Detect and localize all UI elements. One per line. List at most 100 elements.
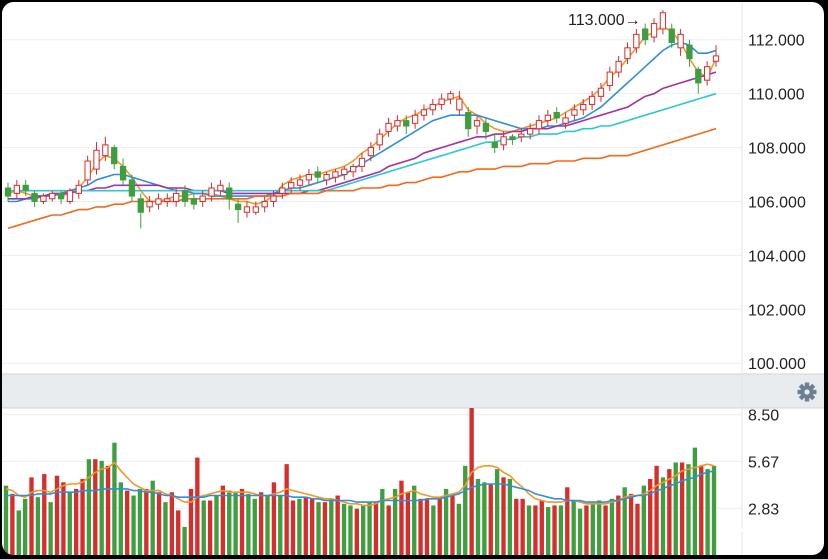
candle-body xyxy=(164,198,171,202)
volume-tick-label: 8.50 xyxy=(748,408,779,425)
volume-bar xyxy=(105,465,111,555)
candle-body xyxy=(580,103,587,111)
fish-logo xyxy=(723,527,764,541)
candlestick xyxy=(31,190,38,207)
candlestick xyxy=(75,179,82,199)
volume-average-lines xyxy=(5,461,715,507)
price-tick-label: 100.000 xyxy=(748,356,806,373)
candlestick xyxy=(456,90,463,116)
volume-bar xyxy=(424,498,430,555)
price-y-axis: 112.000 110.000 108.000 106.000 104.000 102.0… xyxy=(748,33,806,373)
gear-tooth xyxy=(804,396,810,402)
volume-bar xyxy=(501,477,506,555)
volume-bar xyxy=(16,510,21,555)
candlestick xyxy=(288,177,295,194)
candlestick xyxy=(332,169,339,183)
candlestick xyxy=(146,196,153,213)
candle-body xyxy=(703,66,711,81)
candle-body xyxy=(482,122,490,132)
volume-bar xyxy=(309,498,315,555)
max-price-annotation: 113.000→ xyxy=(568,12,641,29)
candle-body xyxy=(588,95,596,105)
volume-bar xyxy=(290,500,296,555)
candle-body xyxy=(93,149,100,170)
volume-bar xyxy=(341,503,347,555)
candle-body xyxy=(473,120,481,127)
candle-body xyxy=(358,157,366,167)
gear-tooth xyxy=(804,382,810,388)
candlestick xyxy=(376,128,383,151)
candle-body xyxy=(155,198,162,205)
volume-y-axis: 8.50 5.67 2.83 xyxy=(748,408,779,519)
volume-bar xyxy=(144,488,149,555)
volume-bar xyxy=(214,495,219,555)
price-tick-label: 102.000 xyxy=(748,302,806,319)
candlestick xyxy=(429,99,436,116)
volume-bar xyxy=(571,500,576,555)
volume-bar xyxy=(418,498,423,555)
candle-body xyxy=(456,98,463,111)
candlestick xyxy=(155,193,162,210)
volume-bar xyxy=(628,493,634,555)
candlestick xyxy=(49,190,56,202)
candle-body xyxy=(172,192,180,202)
candlestick xyxy=(650,18,658,43)
volume-bar xyxy=(699,465,704,555)
price-tick-label: 108.000 xyxy=(748,141,806,158)
candle-body xyxy=(349,165,357,173)
volume-bar xyxy=(169,492,175,555)
price-tick-label: 104.000 xyxy=(748,248,806,265)
volume-bar xyxy=(131,495,136,555)
volume-bar xyxy=(616,495,621,555)
candle-body xyxy=(385,122,392,132)
candlesticks xyxy=(4,10,720,229)
volume-tick-label: 5.67 xyxy=(748,454,779,471)
candlestick xyxy=(57,190,65,205)
volume-bar xyxy=(482,482,487,555)
candle-body xyxy=(394,120,401,127)
volume-bar xyxy=(469,408,474,555)
candlestick xyxy=(279,182,286,199)
volume-tick-label: 2.83 xyxy=(748,501,779,518)
candle-body xyxy=(633,33,640,49)
volume-bar xyxy=(463,465,468,555)
volume-panel: 8.50 5.67 2.83 xyxy=(2,408,779,555)
candle-body xyxy=(4,187,12,197)
candle-body xyxy=(535,120,543,130)
candle-body xyxy=(544,114,552,122)
candlestick xyxy=(358,152,366,172)
candlestick xyxy=(624,42,631,64)
candlestick xyxy=(13,179,21,199)
candle-body xyxy=(119,165,127,181)
candle-body xyxy=(31,192,38,202)
volume-bar xyxy=(705,469,710,555)
candle-body xyxy=(447,93,454,100)
gear-icon[interactable] xyxy=(797,382,817,402)
candle-body xyxy=(279,187,286,194)
candlestick xyxy=(509,134,516,145)
candlestick xyxy=(208,182,215,202)
candle-body xyxy=(420,109,428,116)
volume-bar xyxy=(329,498,334,555)
candlestick xyxy=(526,123,534,140)
volume-bar xyxy=(150,480,155,555)
candle-body xyxy=(84,160,91,181)
candlestick xyxy=(181,185,189,207)
candlestick xyxy=(261,196,268,213)
candle-body xyxy=(518,133,525,138)
candle-body xyxy=(190,198,198,205)
candlestick xyxy=(128,174,136,202)
gear-hole xyxy=(804,389,810,395)
volume-bar xyxy=(29,477,34,555)
candle-body xyxy=(686,44,693,60)
volume-bar xyxy=(609,498,615,555)
volume-bar xyxy=(201,500,206,555)
volume-bar xyxy=(367,502,372,555)
volume-bar xyxy=(156,492,162,555)
candlestick xyxy=(234,198,242,224)
watermark-text: 黑鱼 xyxy=(768,528,798,546)
candlestick xyxy=(606,66,613,91)
volume-bar xyxy=(239,488,245,555)
volume-bar xyxy=(176,510,181,555)
